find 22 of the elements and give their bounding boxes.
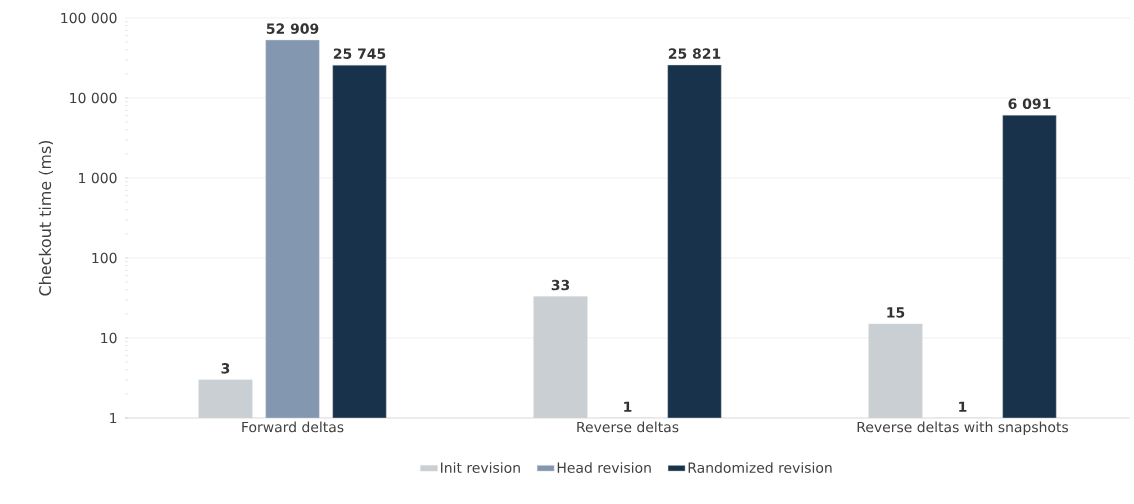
data-label: 15 xyxy=(887,307,905,318)
data-label: 52 909 xyxy=(266,23,319,34)
data-label: 1 xyxy=(624,401,632,412)
legend-label: Head revision xyxy=(557,462,651,473)
data-label: 33 xyxy=(551,279,570,291)
legend-label: Init revision xyxy=(441,462,520,473)
y-tick-label: 1 xyxy=(110,412,117,424)
y-axis-title: Checkout time (ms) xyxy=(38,140,53,296)
x-tick-label: Reverse deltas with snapshots xyxy=(857,421,1069,436)
x-tick-label: Reverse deltas xyxy=(577,421,679,433)
y-tick-label: 10 xyxy=(101,332,117,344)
y-tick-label: 100 xyxy=(92,252,117,264)
x-tick-label: Forward deltas xyxy=(242,421,344,433)
data-label: 1 xyxy=(959,401,967,412)
data-label: 6 091 xyxy=(1008,98,1051,110)
y-tick-label: 1 000 xyxy=(79,172,117,184)
y-tick-label: 10 000 xyxy=(70,92,117,104)
data-label: 25 745 xyxy=(333,48,386,59)
data-label: 25 821 xyxy=(668,48,721,59)
data-label: 3 xyxy=(221,363,230,374)
y-tick-label: 100 000 xyxy=(61,12,117,24)
legend-label: Randomized revision xyxy=(688,462,832,473)
